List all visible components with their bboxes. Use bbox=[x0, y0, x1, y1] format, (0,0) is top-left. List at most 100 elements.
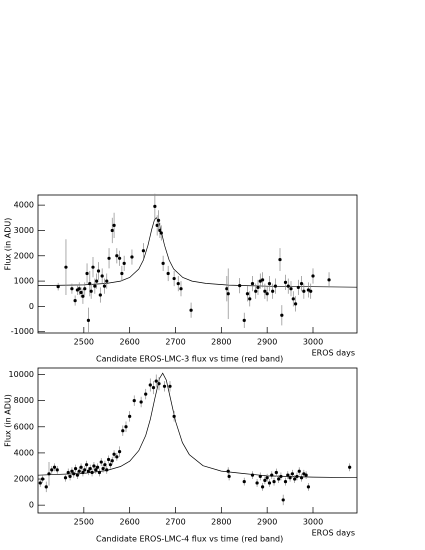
data-point bbox=[139, 400, 143, 404]
data-point bbox=[265, 292, 269, 296]
y-tick-label: 3000 bbox=[14, 226, 34, 235]
data-point bbox=[272, 480, 276, 484]
data-point bbox=[122, 261, 126, 265]
data-point bbox=[79, 290, 83, 295]
plot-frame bbox=[37, 367, 358, 514]
data-point bbox=[296, 285, 300, 290]
data-point bbox=[166, 271, 170, 276]
data-point bbox=[73, 466, 78, 471]
data-point bbox=[86, 469, 91, 473]
data-point bbox=[81, 470, 85, 475]
data-point bbox=[161, 261, 165, 265]
data-point bbox=[226, 292, 230, 296]
data-point bbox=[158, 228, 162, 233]
x-tick-label: 2700 bbox=[165, 338, 185, 347]
data-point bbox=[132, 399, 136, 403]
data-point bbox=[295, 474, 299, 479]
data-point bbox=[189, 308, 193, 312]
data-point bbox=[265, 476, 269, 480]
data-point bbox=[112, 223, 116, 227]
data-point bbox=[94, 468, 98, 472]
data-point bbox=[348, 465, 352, 469]
data-point bbox=[226, 469, 230, 473]
x-tick-label: 2900 bbox=[257, 518, 277, 527]
data-point bbox=[157, 382, 161, 386]
y-tick-label: 1000 bbox=[14, 277, 34, 286]
y-tick-label: 4000 bbox=[14, 448, 34, 457]
data-point bbox=[64, 265, 68, 269]
data-point bbox=[86, 318, 91, 322]
data-point bbox=[293, 477, 297, 481]
data-point bbox=[151, 385, 156, 390]
x-tick-label: 2800 bbox=[211, 338, 231, 347]
data-point bbox=[263, 289, 267, 293]
x-tick-label: 2600 bbox=[119, 338, 139, 347]
x-tick-label: 3000 bbox=[303, 338, 323, 347]
data-point bbox=[242, 318, 246, 322]
data-point bbox=[277, 477, 281, 481]
data-point bbox=[250, 473, 255, 477]
data-point bbox=[124, 425, 128, 429]
data-point bbox=[299, 282, 304, 286]
x-tick-label: 2700 bbox=[165, 518, 185, 527]
data-point bbox=[260, 278, 265, 282]
data-point bbox=[256, 285, 260, 290]
data-point bbox=[306, 485, 311, 489]
data-point bbox=[238, 284, 242, 288]
x-axis-label: EROS days bbox=[312, 349, 355, 358]
y-axis-label: Flux (in ADU) bbox=[4, 218, 13, 271]
data-point bbox=[117, 256, 122, 260]
data-point bbox=[55, 468, 59, 472]
caption: Candidate EROS-LMC-3 flux vs time (red b… bbox=[96, 355, 283, 364]
data-point bbox=[112, 452, 116, 456]
data-point bbox=[279, 474, 283, 479]
data-point bbox=[92, 464, 96, 468]
data-point bbox=[130, 255, 134, 259]
x-tick-label: 2800 bbox=[211, 518, 231, 527]
x-tick-label: 2500 bbox=[74, 518, 94, 527]
data-point bbox=[254, 289, 258, 293]
fit-curve bbox=[37, 372, 358, 479]
y-tick-label: 2000 bbox=[14, 475, 34, 484]
data-point bbox=[176, 282, 180, 286]
data-point bbox=[66, 470, 70, 475]
y-tick-label: 0 bbox=[29, 302, 34, 311]
data-point bbox=[50, 468, 54, 472]
data-point bbox=[100, 274, 104, 278]
data-point bbox=[101, 466, 105, 471]
data-point bbox=[225, 287, 229, 291]
plot-frame bbox=[37, 194, 358, 334]
data-point bbox=[148, 383, 152, 387]
data-point bbox=[73, 298, 77, 303]
data-point bbox=[293, 302, 298, 306]
data-point bbox=[248, 297, 252, 301]
data-point bbox=[289, 287, 293, 291]
data-point bbox=[83, 468, 87, 472]
data-point bbox=[83, 287, 87, 291]
data-point bbox=[110, 228, 114, 233]
data-point bbox=[68, 474, 72, 479]
data-point bbox=[278, 257, 282, 262]
data-point bbox=[302, 289, 306, 293]
data-point bbox=[97, 470, 102, 475]
data-point bbox=[141, 249, 146, 253]
data-point bbox=[263, 478, 267, 482]
y-tick-label: 10000 bbox=[9, 370, 34, 379]
x-tick-label: 3000 bbox=[303, 518, 323, 527]
data-point bbox=[110, 459, 114, 463]
data-point bbox=[260, 485, 265, 489]
data-point bbox=[96, 269, 101, 273]
data-point bbox=[121, 429, 125, 433]
data-point bbox=[274, 470, 278, 475]
data-point bbox=[95, 465, 100, 469]
data-point bbox=[63, 476, 68, 480]
data-point bbox=[56, 285, 60, 289]
y-tick-label: 0 bbox=[29, 501, 34, 510]
data-point bbox=[327, 278, 331, 282]
data-point bbox=[70, 287, 74, 291]
data-point bbox=[98, 293, 102, 297]
data-point bbox=[91, 265, 95, 269]
data-point bbox=[283, 480, 288, 484]
data-point bbox=[291, 297, 295, 301]
data-point bbox=[304, 473, 308, 477]
